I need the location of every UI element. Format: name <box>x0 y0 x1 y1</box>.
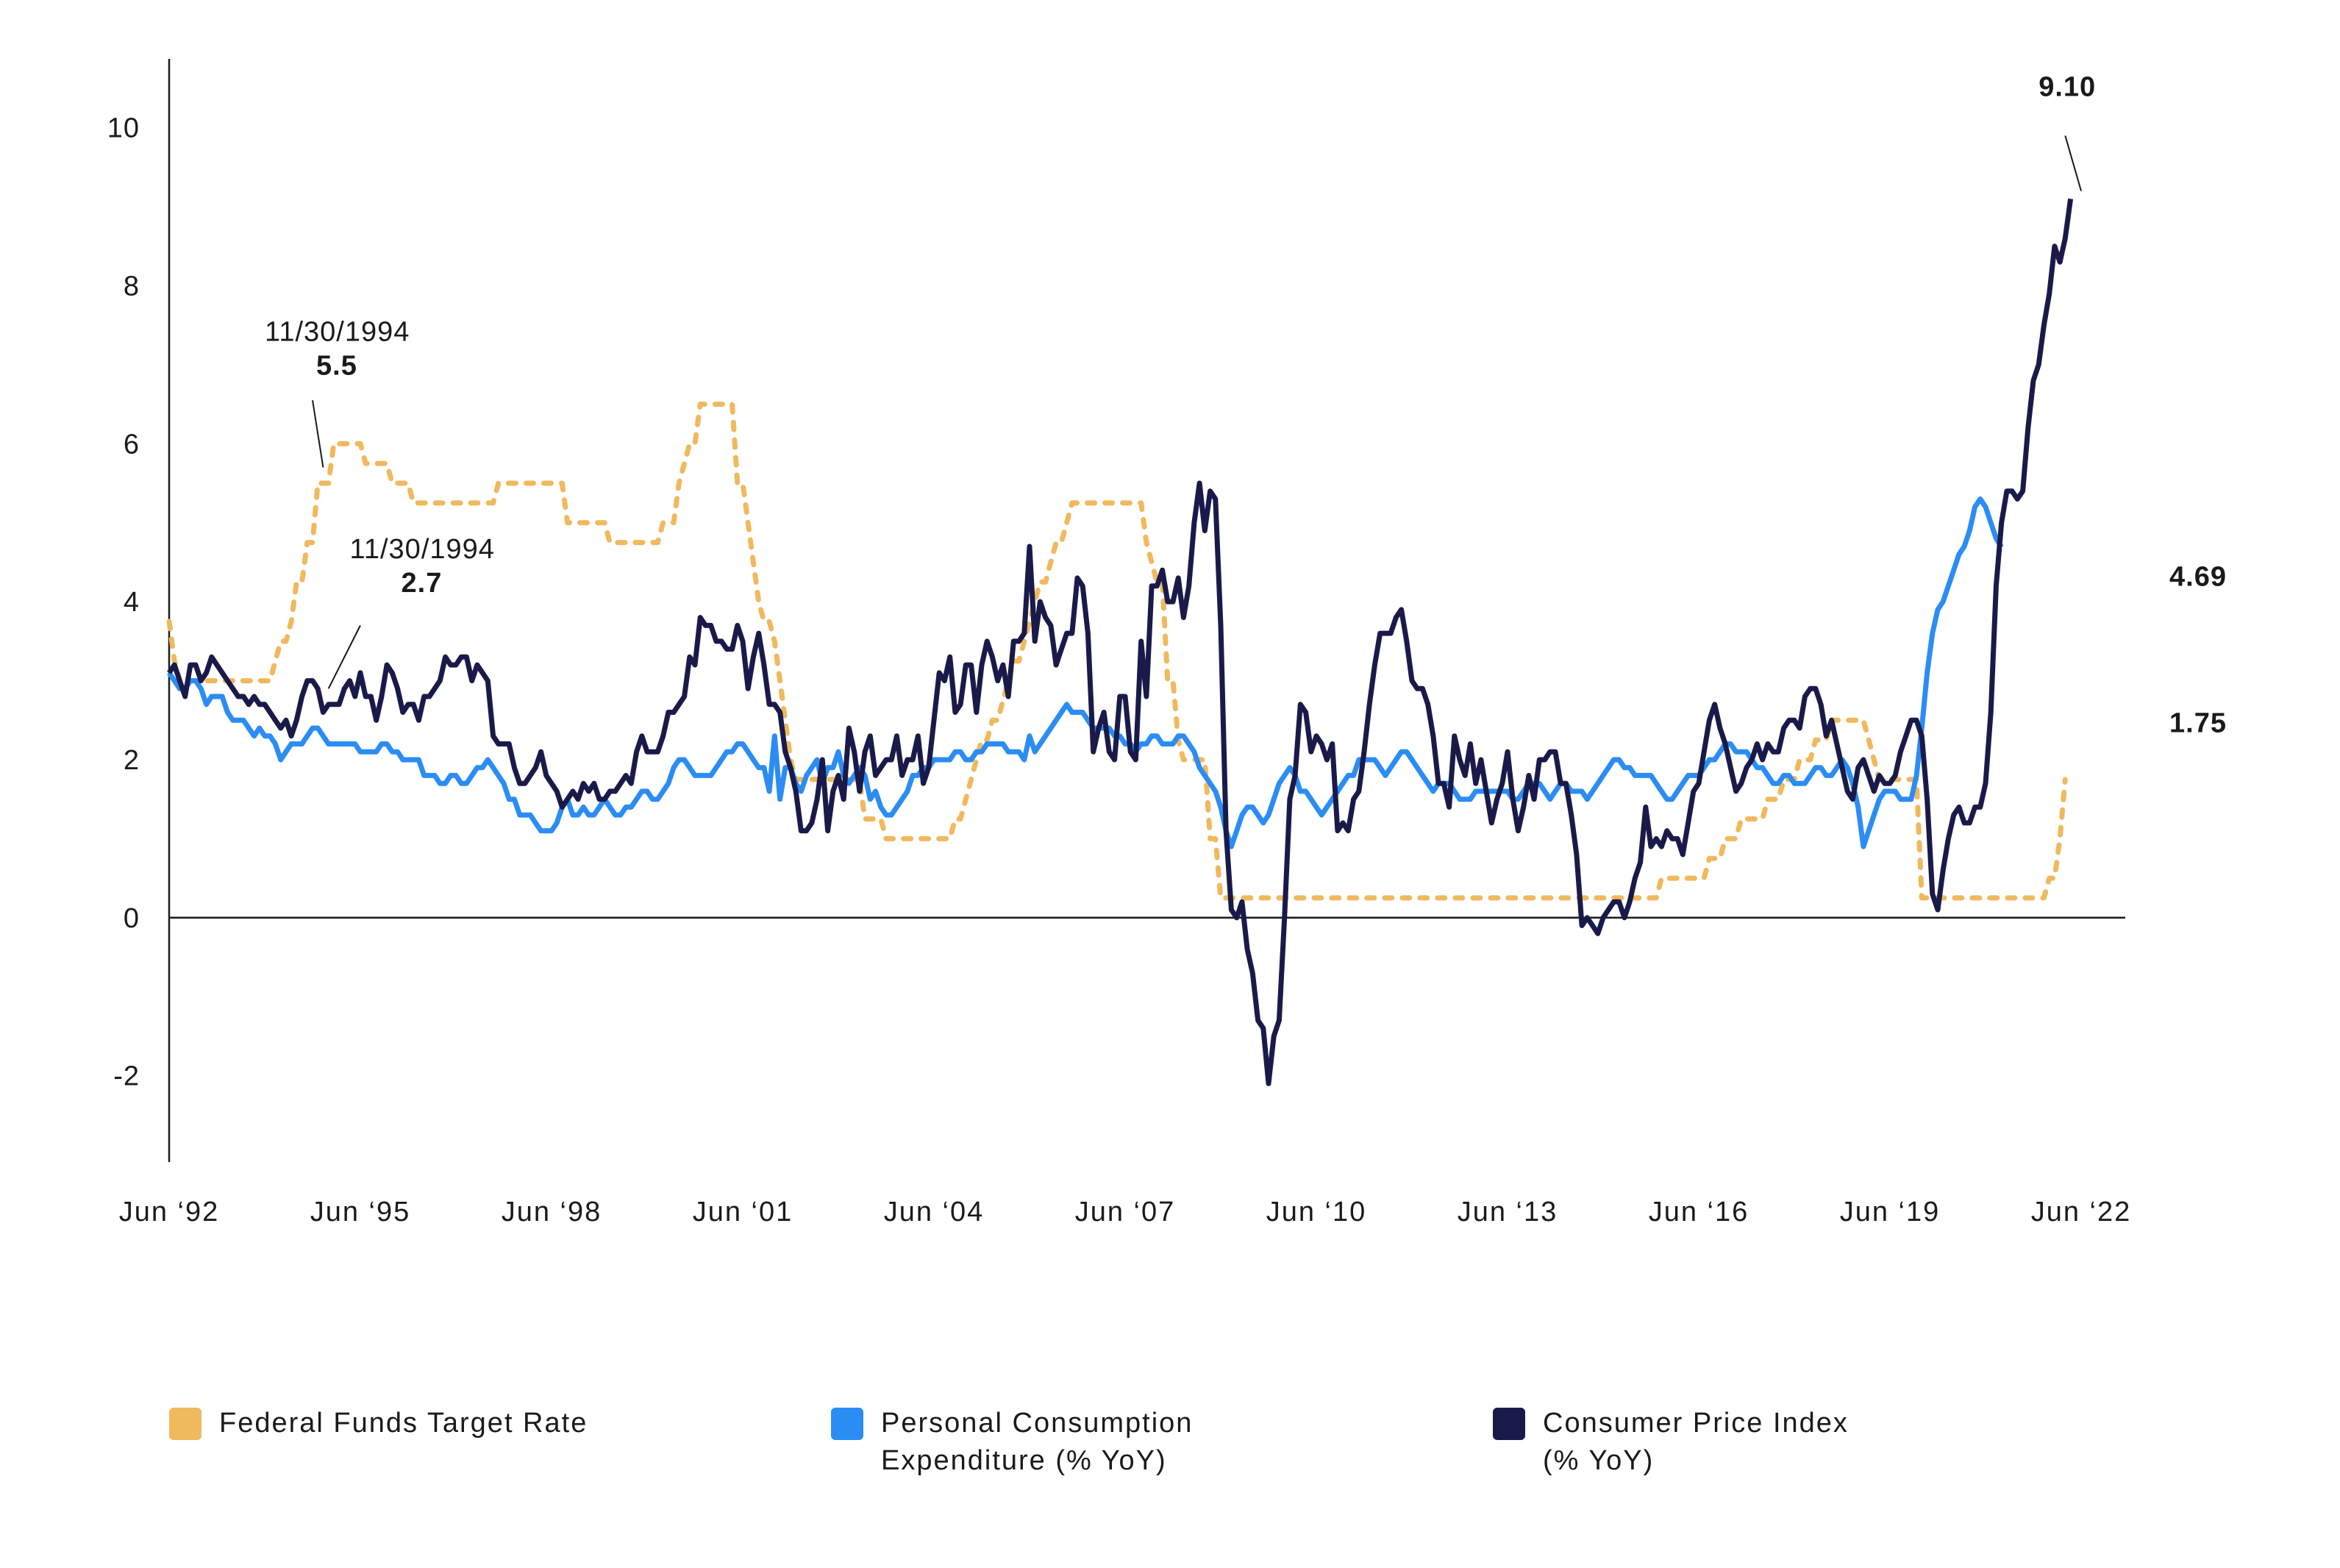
y-tick-label: 4 <box>124 587 140 618</box>
legend-swatch-cpi <box>1493 1408 1525 1440</box>
series-line-ffr <box>169 405 2065 898</box>
legend-label-cpi-line1: Consumer Price Index <box>1543 1408 1849 1439</box>
annotation-text: 11/30/1994 <box>350 534 495 565</box>
x-tick-label: Jun ‘07 <box>1075 1197 1176 1227</box>
y-tick-label: 2 <box>124 745 140 776</box>
legend-item-cpi: Consumer Price Index (% YoY) <box>1493 1405 1849 1480</box>
annotation-value-ffr-end: 1.75 <box>2169 708 2227 738</box>
x-tick-label: Jun ‘22 <box>2031 1197 2132 1227</box>
annotation-leader <box>329 625 360 688</box>
annotation-value-cpi-end: 9.10 <box>2038 72 2096 103</box>
x-tick-label: Jun ‘98 <box>502 1197 602 1227</box>
y-tick-label: 10 <box>107 113 140 144</box>
legend-label-pce-line1: Personal Consumption <box>881 1408 1193 1439</box>
legend-item-ffr: Federal Funds Target Rate <box>169 1405 588 1442</box>
annotation-value: 5.5 <box>316 351 357 382</box>
legend-label-pce: Personal Consumption Expenditure (% YoY) <box>881 1405 1193 1480</box>
legend-label-cpi-line2: (% YoY) <box>1543 1445 1654 1476</box>
x-tick-label: Jun ‘95 <box>310 1197 411 1227</box>
legend-label-ffr: Federal Funds Target Rate <box>219 1405 588 1442</box>
legend-label-cpi: Consumer Price Index (% YoY) <box>1543 1405 1849 1480</box>
legend-label-pce-line2: Expenditure (% YoY) <box>881 1445 1167 1476</box>
x-tick-label: Jun ‘16 <box>1649 1197 1749 1227</box>
y-tick-label: 8 <box>124 271 140 302</box>
annotation-leader <box>2065 135 2081 190</box>
x-tick-label: Jun ‘10 <box>1266 1197 1367 1227</box>
annotation-leader <box>313 400 323 467</box>
annotation-text: 11/30/1994 <box>265 317 410 348</box>
chart-container: -2 0 2 4 6 8 10 Jun ‘92 Jun ‘95 Jun ‘98 Jun ‘01 Jun… <box>0 0 2340 1568</box>
x-tick-label: Jun ‘19 <box>1840 1197 1941 1227</box>
y-tick-label: 6 <box>124 429 140 460</box>
x-tick-label: Jun ‘13 <box>1458 1197 1558 1227</box>
line-chart: -2 0 2 4 6 8 10 Jun ‘92 Jun ‘95 Jun ‘98 Jun ‘01 Jun… <box>0 0 2340 1568</box>
x-tick-label: Jun ‘01 <box>693 1197 793 1227</box>
annotation-value: 2.7 <box>402 568 443 599</box>
legend-item-pce: Personal Consumption Expenditure (% YoY) <box>831 1405 1193 1480</box>
legend-swatch-pce <box>831 1408 863 1440</box>
y-tick-label: -2 <box>113 1061 140 1092</box>
x-tick-label: Jun ‘04 <box>884 1197 985 1227</box>
y-tick-label: 0 <box>124 903 140 934</box>
series-line-cpi <box>169 199 2071 1083</box>
annotation-value-pce-end: 4.69 <box>2169 562 2227 593</box>
x-tick-label: Jun ‘92 <box>119 1197 220 1227</box>
legend-swatch-ffr <box>169 1408 201 1440</box>
